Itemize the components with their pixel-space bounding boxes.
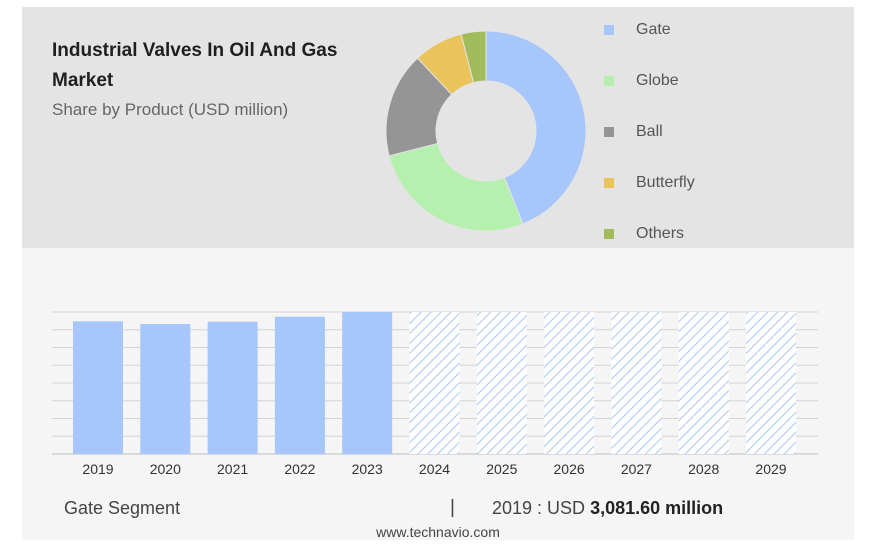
forecast-bar-2024 (409, 312, 460, 454)
forecast-bar-2027 (611, 312, 662, 454)
donut-slice-others (460, 30, 487, 84)
legend-item-ball: Ball (604, 119, 764, 145)
bar-2023 (342, 312, 393, 454)
segment-label: Gate Segment (64, 498, 181, 518)
legend-swatch-gate (604, 25, 614, 35)
legend-item-globe: Globe (604, 68, 764, 94)
x-tick-label: 2023 (352, 461, 383, 477)
x-tick-label: 2020 (150, 461, 181, 477)
forecast-bar-2026 (544, 312, 595, 454)
footer-separator: | (450, 497, 455, 518)
x-tick-label: 2028 (688, 461, 719, 477)
donut-slice-globe (388, 142, 524, 232)
bar-2020 (140, 324, 191, 454)
legend-item-gate: Gate (604, 17, 764, 43)
legend-swatch-globe (604, 76, 614, 86)
legend-label-gate: Gate (636, 21, 671, 38)
legend-label-others: Others (636, 225, 685, 242)
legend-item-butterfly: Butterfly (604, 170, 764, 196)
legend-label-butterfly: Butterfly (636, 174, 695, 191)
legend-swatch-butterfly (604, 178, 614, 188)
segment-year: 2019 : USD (492, 498, 586, 518)
bar-2019 (73, 321, 123, 454)
x-tick-label: 2019 (82, 461, 113, 477)
website-link[interactable]: www.technavio.com (376, 524, 500, 540)
chart-subtitle: Share by Product (USD million) (52, 100, 289, 119)
forecast-bar-2029 (746, 312, 796, 454)
x-tick-label: 2029 (755, 461, 786, 477)
donut-slice-gate (485, 30, 587, 225)
bar-2022 (274, 316, 325, 454)
legend-label-globe: Globe (636, 72, 679, 89)
donut-chart (385, 30, 587, 232)
x-tick-label: 2026 (554, 461, 585, 477)
chart-title: Industrial Valves In Oil And Gas Market (52, 40, 338, 91)
forecast-bar-2025 (476, 312, 527, 454)
x-tick-label: 2024 (419, 461, 450, 477)
forecast-bar-2028 (678, 312, 729, 454)
x-tick-label: 2027 (621, 461, 652, 477)
x-tick-label: 2021 (217, 461, 248, 477)
x-tick-label: 2025 (486, 461, 517, 477)
legend-item-others: Others (604, 221, 764, 247)
segment-value: 2019 : USD 3,081.60 million (492, 498, 723, 519)
bar-2021 (207, 321, 258, 454)
legend-label-ball: Ball (636, 123, 663, 140)
x-tick-label: 2022 (284, 461, 315, 477)
segment-amount: 3,081.60 million (590, 498, 724, 518)
legend-swatch-ball (604, 127, 614, 137)
legend-swatch-others (604, 229, 614, 239)
